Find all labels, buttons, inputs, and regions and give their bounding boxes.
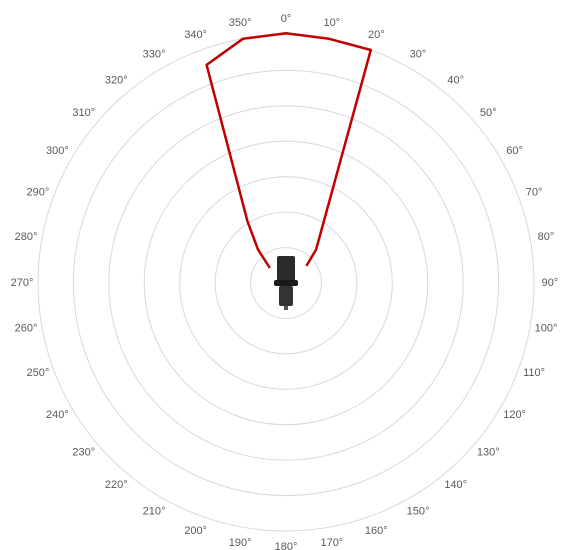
- angle-label: 90°: [542, 277, 559, 289]
- pattern-line: [207, 33, 371, 268]
- angle-label: 80°: [538, 231, 555, 243]
- angle-label: 130°: [477, 447, 500, 459]
- angle-label: 170°: [320, 537, 343, 549]
- chart: 0° 10° 20° 30° 40° 50° 60° 70° 80° 90° 100° 110° 120…: [0, 0, 563, 550]
- angle-label: 40°: [447, 75, 464, 87]
- angle-label: 0°: [281, 13, 292, 25]
- angle-label: 140°: [444, 479, 467, 491]
- angle-label: 70°: [526, 187, 543, 199]
- angle-label: 10°: [324, 17, 341, 29]
- angle-label: 280°: [15, 231, 38, 243]
- angle-label: 310°: [72, 107, 95, 119]
- angle-label: 60°: [506, 145, 523, 157]
- angle-label: 250°: [27, 367, 50, 379]
- angle-label: 190°: [229, 537, 252, 549]
- angle-label: 100°: [535, 323, 558, 335]
- angle-label: 30°: [410, 48, 427, 60]
- angle-label: 50°: [480, 107, 497, 119]
- angle-label: 290°: [27, 187, 50, 199]
- angle-label: 210°: [143, 506, 166, 518]
- angle-label: 160°: [365, 525, 388, 537]
- angle-label: 270°: [11, 277, 34, 289]
- angle-label: 320°: [105, 75, 128, 87]
- angle-label: 20°: [368, 29, 385, 41]
- angle-label: 150°: [407, 506, 430, 518]
- angle-label: 300°: [46, 145, 69, 157]
- angle-label: 220°: [105, 479, 128, 491]
- angle-label: 260°: [15, 323, 38, 335]
- angle-label: 240°: [46, 409, 69, 421]
- angle-label: 200°: [184, 525, 207, 537]
- angle-label: 330°: [143, 48, 166, 60]
- angle-label: 110°: [523, 367, 545, 379]
- device-icon: [274, 256, 298, 310]
- angle-label: 230°: [72, 447, 95, 459]
- angle-label: 340°: [184, 29, 207, 41]
- angle-label: 350°: [229, 17, 252, 29]
- angle-label: 120°: [503, 409, 526, 421]
- angle-label: 180°: [275, 541, 298, 550]
